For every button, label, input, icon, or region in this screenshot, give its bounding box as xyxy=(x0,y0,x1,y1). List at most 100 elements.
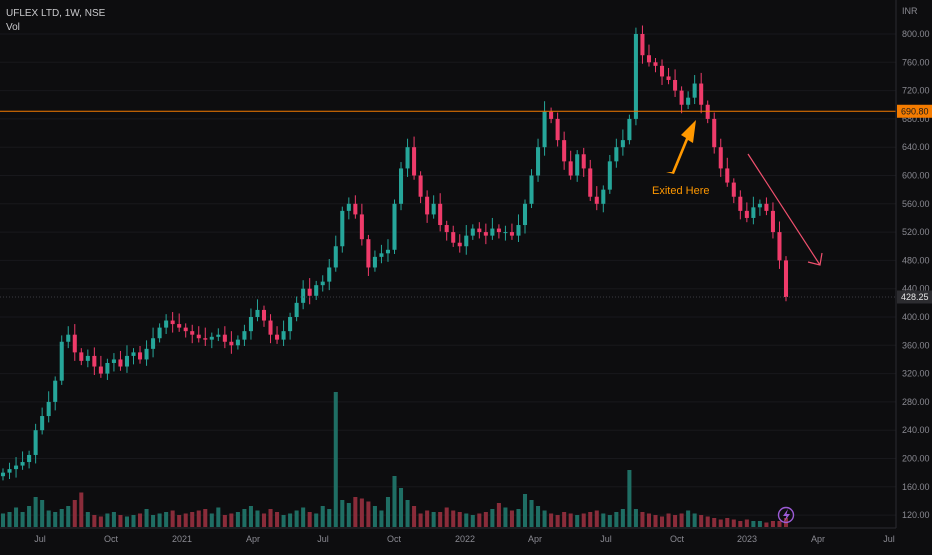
volume-bar xyxy=(66,506,71,527)
volume-bar xyxy=(588,512,593,527)
volume-bar xyxy=(72,500,77,527)
time-tick-label: Jul xyxy=(317,534,329,544)
volume-bar xyxy=(209,513,214,527)
price-tick-label: 720.00 xyxy=(902,86,930,96)
price-tick-label: 440.00 xyxy=(902,284,930,294)
time-tick-label: Apr xyxy=(811,534,825,544)
candle xyxy=(601,185,606,213)
candle xyxy=(594,186,599,211)
candle xyxy=(777,221,782,269)
candle xyxy=(405,138,410,177)
volume-bar xyxy=(718,519,723,527)
volume-bar xyxy=(536,506,541,527)
volume-bar xyxy=(177,515,182,527)
candle xyxy=(549,107,554,124)
candle xyxy=(418,171,423,204)
time-tick-label: Apr xyxy=(246,534,260,544)
volume-bar xyxy=(660,516,665,527)
level-price-label: 690.80 xyxy=(901,106,929,116)
volume-bar xyxy=(320,506,325,527)
time-axis[interactable]: Jul Oct 2021 Apr Jul Oct 2022 Apr Jul Oct 2023 Apr J… xyxy=(0,527,896,544)
price-tick-label: 560.00 xyxy=(902,199,930,209)
volume-bar xyxy=(138,513,143,527)
candle xyxy=(229,331,234,354)
trend-arrow[interactable] xyxy=(747,153,823,266)
candle xyxy=(731,178,736,204)
candle xyxy=(288,312,293,340)
volume-bar xyxy=(203,509,208,527)
volume-bar xyxy=(27,506,32,527)
candle xyxy=(640,25,645,64)
candle xyxy=(40,407,45,435)
candle xyxy=(536,138,541,182)
volume-bar xyxy=(20,512,25,527)
candle xyxy=(627,114,632,145)
candle xyxy=(646,44,651,67)
symbol-title[interactable]: UFLEX LTD, 1W, NSE xyxy=(6,8,106,19)
volume-bar xyxy=(412,506,417,527)
candle xyxy=(216,328,221,342)
candle xyxy=(392,199,397,255)
volume-bar xyxy=(98,516,103,527)
volume-label[interactable]: Vol xyxy=(6,22,20,33)
price-tick-label: 120.00 xyxy=(902,510,930,520)
last-price-tag: 428.25 xyxy=(897,290,932,304)
volume-bar xyxy=(653,515,658,527)
volume-bar xyxy=(581,513,586,527)
candle xyxy=(314,280,319,301)
volume-bar xyxy=(79,492,84,527)
volume-bar xyxy=(235,512,240,527)
candle xyxy=(686,91,691,109)
candle xyxy=(470,224,475,240)
candle xyxy=(516,214,521,243)
exit-arrow xyxy=(666,120,696,174)
candle xyxy=(294,296,299,322)
volume-bar xyxy=(483,512,488,527)
candle xyxy=(666,67,671,85)
volume-bar xyxy=(457,512,462,527)
candle xyxy=(660,59,665,85)
volume-bar xyxy=(242,509,247,527)
price-grid xyxy=(0,33,896,516)
volume-bar xyxy=(340,500,345,527)
lightning-icon[interactable] xyxy=(777,506,795,524)
exit-annotation[interactable]: Exited Here xyxy=(652,120,709,197)
volume-bar xyxy=(692,513,697,527)
price-tick-label: 320.00 xyxy=(902,369,930,379)
volume-bar xyxy=(385,497,390,527)
volume-bar xyxy=(633,509,638,527)
candle xyxy=(562,131,567,170)
volume-bar xyxy=(399,488,404,527)
volume-bar xyxy=(131,515,136,527)
candle xyxy=(438,193,443,232)
candle xyxy=(196,326,201,343)
volume-bar xyxy=(444,507,449,527)
time-tick-label: Oct xyxy=(104,534,119,544)
candle xyxy=(111,353,116,372)
candle xyxy=(268,314,273,344)
candle xyxy=(757,199,762,216)
candle xyxy=(457,234,462,253)
price-axis[interactable]: INR 120.00 160.00 200.00 240.00 280.00 320.00… xyxy=(895,0,930,528)
candle xyxy=(529,169,534,209)
time-tick-label: Oct xyxy=(387,534,402,544)
currency-label: INR xyxy=(902,6,918,16)
candle xyxy=(7,462,12,480)
candle xyxy=(59,335,64,385)
candle xyxy=(607,154,612,194)
volume-bar xyxy=(196,510,201,527)
candle xyxy=(385,239,390,262)
candle xyxy=(764,197,769,216)
candle xyxy=(496,224,501,239)
volume-bar xyxy=(248,506,253,527)
time-tick-label: 2022 xyxy=(455,534,475,544)
candle xyxy=(679,86,684,114)
volume-bar xyxy=(333,392,338,527)
volume-bar xyxy=(764,522,769,527)
candle xyxy=(27,450,32,469)
candle xyxy=(673,69,678,97)
candle xyxy=(477,222,482,239)
volume-bar xyxy=(575,515,580,527)
